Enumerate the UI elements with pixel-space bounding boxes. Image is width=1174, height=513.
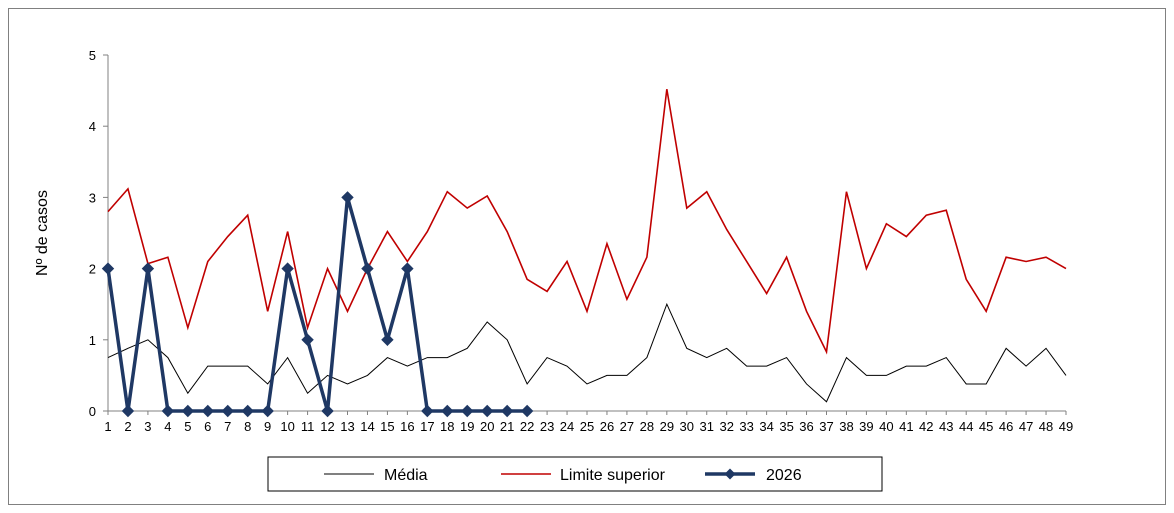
x-axis-ticks: 1 2 3 4 5 6 7 8 9 10 11 12 13 14 15 16 17 18 19 20 21 22 23 24 2… bbox=[104, 411, 1073, 434]
data-point bbox=[201, 404, 214, 418]
data-point bbox=[261, 404, 274, 418]
x-tick-label: 37 bbox=[819, 419, 833, 434]
y-tick-label: 4 bbox=[89, 119, 96, 134]
x-tick-label: 25 bbox=[580, 419, 594, 434]
y-axis-ticks: 0 1 2 3 4 5 bbox=[89, 48, 108, 419]
x-tick-label: 3 bbox=[144, 419, 151, 434]
x-tick-label: 33 bbox=[739, 419, 753, 434]
data-point bbox=[500, 404, 514, 418]
data-point bbox=[421, 404, 434, 418]
x-tick-label: 10 bbox=[280, 419, 294, 434]
x-tick-label: 48 bbox=[1039, 419, 1053, 434]
x-tick-label: 32 bbox=[719, 419, 733, 434]
x-tick-label: 19 bbox=[460, 419, 474, 434]
x-tick-label: 23 bbox=[540, 419, 554, 434]
legend: Média Limite superior 2026 bbox=[267, 456, 883, 492]
data-point bbox=[321, 404, 334, 418]
x-tick-label: 39 bbox=[859, 419, 873, 434]
data-point bbox=[161, 404, 175, 418]
x-tick-label: 20 bbox=[480, 419, 494, 434]
y-tick-label: 0 bbox=[89, 404, 96, 419]
x-tick-label: 2 bbox=[124, 419, 131, 434]
x-tick-label: 13 bbox=[340, 419, 354, 434]
x-tick-label: 47 bbox=[1019, 419, 1033, 434]
data-point bbox=[461, 404, 474, 418]
data-point bbox=[381, 333, 394, 347]
x-tick-label: 16 bbox=[400, 419, 414, 434]
x-tick-label: 44 bbox=[959, 419, 973, 434]
series-line-3 bbox=[106, 196, 528, 413]
x-tick-label: 27 bbox=[620, 419, 634, 434]
x-tick-label: 41 bbox=[899, 419, 913, 434]
data-point bbox=[281, 262, 294, 275]
x-tick-label: 46 bbox=[999, 419, 1013, 434]
x-tick-label: 9 bbox=[264, 419, 271, 434]
x-tick-label: 38 bbox=[839, 419, 853, 434]
data-point bbox=[520, 404, 534, 418]
x-tick-label: 11 bbox=[301, 419, 315, 434]
x-tick-label: 5 bbox=[184, 419, 191, 434]
data-point bbox=[181, 404, 195, 418]
x-tick-label: 24 bbox=[560, 419, 574, 434]
x-tick-label: 43 bbox=[939, 419, 953, 434]
data-point bbox=[241, 404, 254, 418]
y-tick-label: 2 bbox=[89, 262, 96, 277]
y-tick-label: 5 bbox=[89, 48, 96, 63]
data-point bbox=[101, 262, 115, 275]
x-tick-label: 17 bbox=[420, 419, 434, 434]
data-point bbox=[301, 333, 314, 347]
x-tick-label: 18 bbox=[440, 419, 454, 434]
legend-marker bbox=[724, 468, 736, 480]
y-axis-title: Nº de casos bbox=[34, 190, 51, 276]
data-point bbox=[221, 404, 234, 418]
x-tick-label: 7 bbox=[224, 419, 231, 434]
x-tick-label: 31 bbox=[700, 419, 714, 434]
series-line-1 bbox=[107, 302, 1067, 403]
x-tick-label: 15 bbox=[380, 419, 394, 434]
legend-label-2: Limite superior bbox=[560, 467, 666, 484]
x-tick-label: 29 bbox=[660, 419, 674, 434]
x-tick-label: 30 bbox=[680, 419, 694, 434]
x-tick-label: 36 bbox=[799, 419, 813, 434]
x-tick-label: 14 bbox=[360, 419, 374, 434]
data-point bbox=[401, 262, 414, 275]
x-tick-label: 22 bbox=[520, 419, 534, 434]
x-tick-label: 49 bbox=[1059, 419, 1073, 434]
x-tick-label: 42 bbox=[919, 419, 933, 434]
x-tick-label: 40 bbox=[879, 419, 893, 434]
legend-label-1: Média bbox=[384, 467, 428, 484]
x-tick-label: 21 bbox=[500, 419, 514, 434]
y-tick-label: 1 bbox=[89, 333, 96, 348]
x-tick-label: 28 bbox=[640, 419, 654, 434]
x-tick-label: 4 bbox=[164, 419, 171, 434]
x-tick-label: 12 bbox=[320, 419, 334, 434]
x-tick-label: 1 bbox=[104, 419, 111, 434]
series-lines bbox=[106, 89, 1067, 413]
x-tick-label: 8 bbox=[244, 419, 251, 434]
x-tick-label: 26 bbox=[600, 419, 614, 434]
data-point bbox=[341, 191, 354, 204]
data-point bbox=[441, 404, 454, 418]
data-point bbox=[141, 262, 155, 275]
y-tick-label: 3 bbox=[89, 190, 96, 205]
data-point bbox=[361, 262, 374, 275]
x-tick-label: 34 bbox=[759, 419, 773, 434]
x-tick-label: 6 bbox=[204, 419, 211, 434]
series-markers bbox=[101, 191, 534, 418]
data-point bbox=[121, 404, 135, 418]
legend-label-3: 2026 bbox=[766, 467, 802, 484]
series-line-2 bbox=[107, 89, 1067, 355]
x-tick-label: 35 bbox=[779, 419, 793, 434]
data-point bbox=[481, 404, 494, 418]
x-tick-label: 45 bbox=[979, 419, 993, 434]
